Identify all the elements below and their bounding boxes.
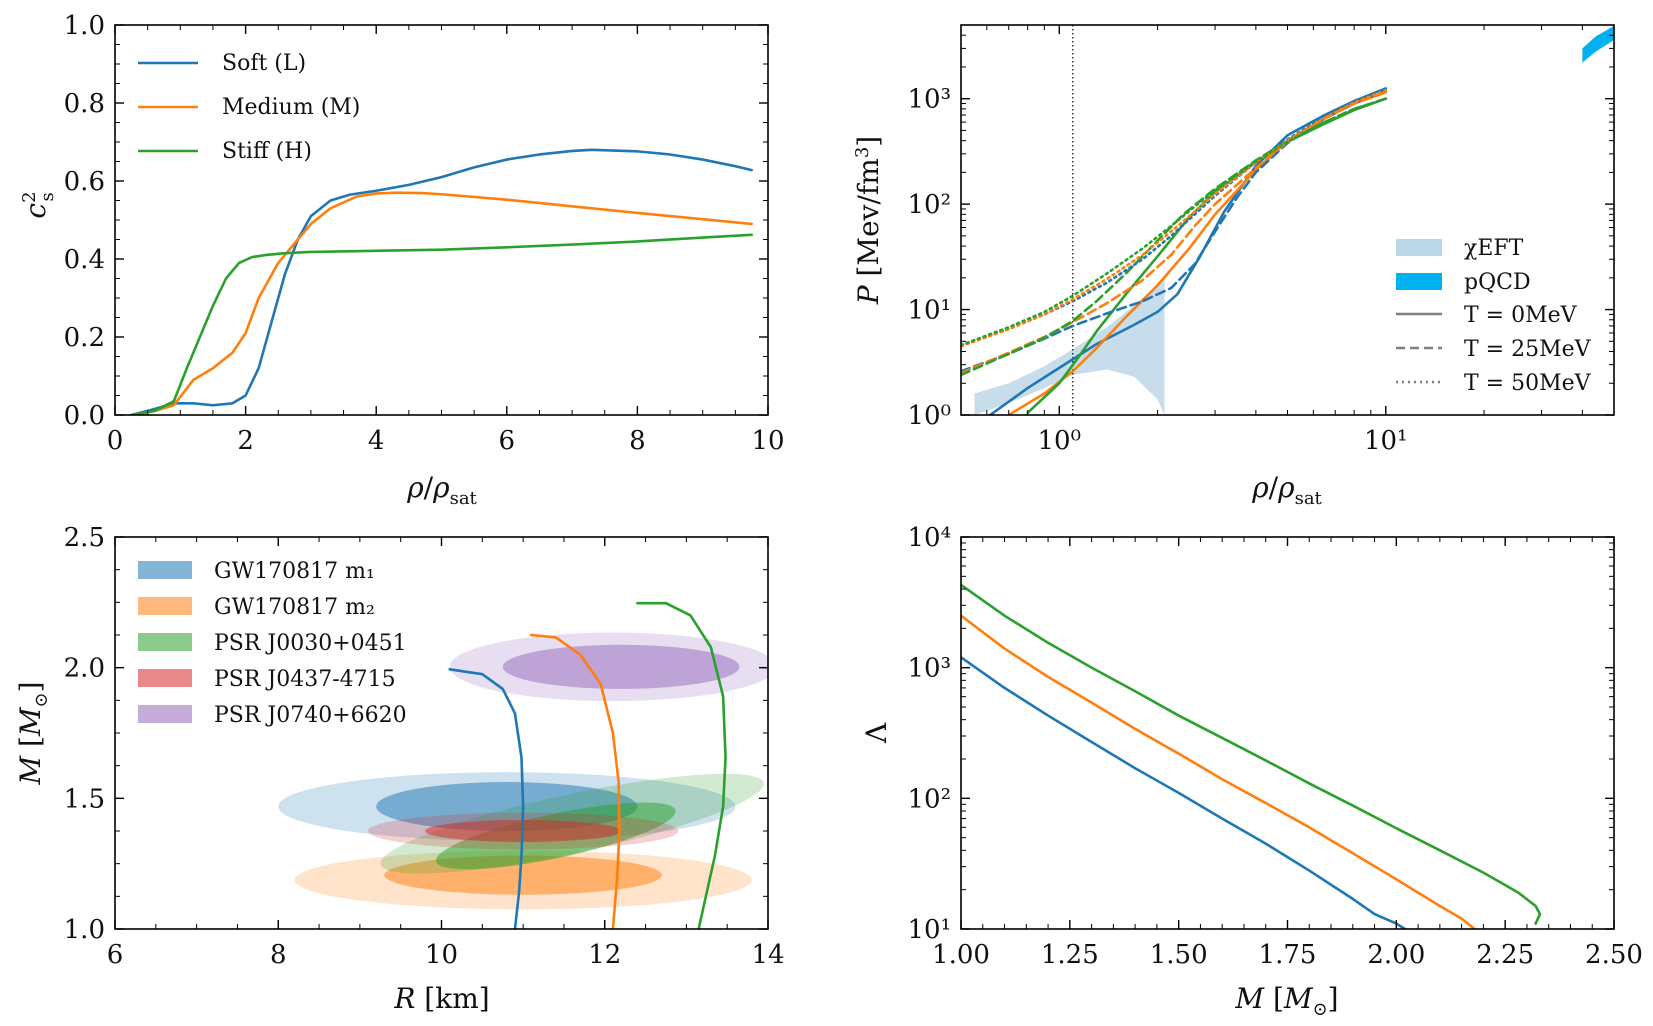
- y-tick-label: 1.5: [64, 784, 105, 814]
- y-tick-label: 2.5: [64, 523, 105, 553]
- y-tick-label: 1.0: [64, 915, 105, 945]
- x-tick-label: 6: [107, 940, 124, 970]
- series-line-mass-radius-1: [529, 633, 621, 929]
- xlabel-c: R [km]: [393, 982, 489, 1015]
- ylabel-d: Λ: [860, 722, 893, 744]
- series-line-cs2-2: [130, 233, 753, 415]
- y-tick-label: 0.4: [64, 245, 105, 275]
- legend-label-t0: T = 0MeV: [1464, 303, 1578, 328]
- y-tick-label: 10⁰: [907, 401, 951, 431]
- x-tick-label: 14: [751, 940, 784, 970]
- x-tick-label: 1.75: [1259, 940, 1317, 970]
- band-chieft: [974, 280, 1165, 415]
- series-line-pressure-6: [961, 87, 1388, 347]
- y-tick-label: 0.6: [64, 167, 105, 197]
- y-tick-label: 0.8: [64, 89, 105, 119]
- panel-pressure: 10⁰ 10¹ 10⁰ 10¹ 10² 10³ ρ/ρsat P [Mev/fm3] χE…: [852, 24, 1615, 509]
- x-tick-label: 2: [237, 426, 254, 456]
- legend-label-j0030: PSR J0030+0451: [214, 631, 407, 656]
- legend-swatch-gw-m2: [138, 597, 192, 615]
- x-tick-label: 1.50: [1150, 940, 1208, 970]
- legend-label-j0740: PSR J0740+6620: [214, 703, 407, 728]
- legend-a: Soft (L) Medium (M) Stiff (H): [138, 51, 360, 164]
- y-tick-label: 10³: [907, 654, 951, 684]
- legend-label-j0437: PSR J0437-4715: [214, 667, 396, 692]
- ylabel-a: c2s: [19, 191, 58, 218]
- legend-c: GW170817 m₁ GW170817 m₂ PSR J0030+0451 P…: [138, 559, 407, 728]
- y-tick-label: 0.0: [64, 401, 105, 431]
- band-pqcd: [1582, 25, 1614, 63]
- series-line-pressure-0: [987, 87, 1388, 415]
- x-tick-label: 8: [270, 940, 287, 970]
- series-line-tidal-2: [961, 583, 1542, 925]
- x-tick-label: 10¹: [1364, 426, 1408, 456]
- x-tick-label: 0: [107, 426, 124, 456]
- series-line-pressure-4: [961, 90, 1388, 375]
- legend-label-t25: T = 25MeV: [1464, 337, 1592, 362]
- legend-label-gw-m2: GW170817 m₂: [214, 595, 375, 620]
- series-line-mass-radius-2: [636, 601, 727, 929]
- series-line-mass-radius-0: [448, 667, 525, 929]
- series-line-pressure-7: [961, 89, 1388, 348]
- x-tick-label: 10: [751, 426, 784, 456]
- series-line-tidal-0: [961, 656, 1407, 929]
- xlabel-d: M [M⊙]: [1234, 982, 1338, 1020]
- y-tick-label: 10³: [907, 85, 951, 115]
- panel-sound-speed: 0 2 4 6 8 10 0.0 0.2 0.4 0.6 0.8 1.0 ρ/ρsat c2s Sof…: [19, 11, 785, 509]
- xlabel-b: ρ/ρsat: [1251, 471, 1322, 509]
- panel-tidal-deformability: 1.00 1.25 1.50 1.75 2.00 2.25 2.50 10¹ 10² 10³ 10⁴…: [860, 523, 1643, 1020]
- y-tick-label: 10¹: [907, 296, 951, 326]
- y-tick-label: 0.2: [64, 323, 105, 353]
- legend-label-gw-m1: GW170817 m₁: [214, 559, 375, 584]
- legend-swatch-j0030: [138, 633, 192, 651]
- x-tick-label: 2.00: [1367, 940, 1425, 970]
- legend-b: χEFT pQCD T = 0MeV T = 25MeV T = 50MeV: [1396, 236, 1592, 396]
- y-tick-label: 2.0: [64, 654, 105, 684]
- x-tick-label: 2.25: [1476, 940, 1534, 970]
- xlabel-a: ρ/ρsat: [406, 471, 477, 509]
- x-tick-label: 2.50: [1585, 940, 1643, 970]
- series-line-pressure-3: [961, 89, 1388, 373]
- x-tick-label: 6: [499, 426, 516, 456]
- legend-label-stiff: Stiff (H): [222, 139, 312, 164]
- series-line-cs2-0: [130, 148, 753, 415]
- x-tick-label: 1.00: [932, 940, 990, 970]
- plot-frame-a: [114, 24, 769, 416]
- legend-label-soft: Soft (L): [222, 51, 306, 76]
- series-line-cs2-1: [130, 191, 753, 415]
- series-line-pressure-8: [961, 97, 1388, 347]
- x-tick-label: 4: [368, 426, 385, 456]
- x-tick-label: 10: [425, 940, 458, 970]
- y-tick-label: 1.0: [64, 11, 105, 41]
- ylabel-c: M [M⊙]: [14, 681, 52, 785]
- legend-swatch-gw-m1: [138, 561, 192, 579]
- x-tick-label: 12: [588, 940, 621, 970]
- legend-label-medium: Medium (M): [222, 95, 360, 120]
- ylabel-b: P [Mev/fm3]: [852, 136, 885, 305]
- x-tick-label: 8: [629, 426, 646, 456]
- legend-swatch-pqcd: [1396, 273, 1442, 290]
- panel-mass-radius: 6 8 10 12 14 1.0 1.5 2.0 2.5 R [km] M [M⊙] GW170…: [14, 523, 785, 1015]
- series-line-tidal-1: [961, 614, 1476, 929]
- plot-frame-d: [960, 536, 1615, 930]
- legend-swatch-j0740: [138, 705, 192, 723]
- y-tick-label: 10¹: [907, 915, 951, 945]
- y-tick-label: 10²: [907, 190, 951, 220]
- legend-label-chieft: χEFT: [1464, 236, 1524, 261]
- x-tick-label: 1.25: [1041, 940, 1099, 970]
- x-tick-label: 10⁰: [1038, 426, 1082, 456]
- y-tick-label: 10²: [907, 784, 951, 814]
- legend-swatch-j0437: [138, 669, 192, 687]
- legend-label-pqcd: pQCD: [1464, 270, 1531, 295]
- y-tick-label: 10⁴: [907, 523, 951, 553]
- legend-label-t50: T = 50MeV: [1464, 371, 1592, 396]
- region-purple-inner: [502, 644, 740, 689]
- legend-swatch-chieft: [1396, 239, 1442, 256]
